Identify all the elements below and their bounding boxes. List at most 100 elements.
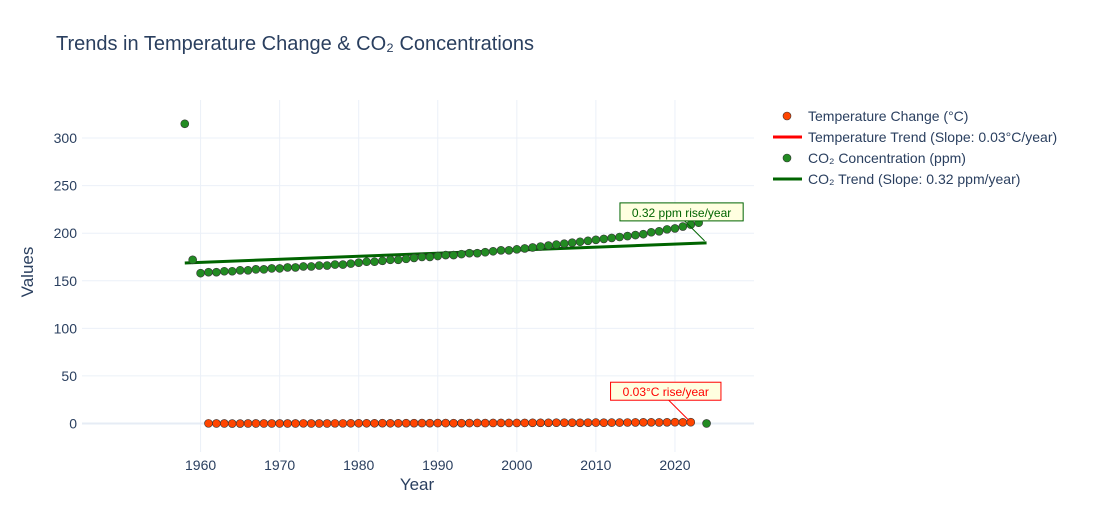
data-point xyxy=(235,265,245,275)
data-point xyxy=(472,248,482,258)
data-points xyxy=(180,119,711,428)
data-point xyxy=(449,250,458,260)
data-point xyxy=(591,418,601,427)
data-point xyxy=(212,419,221,428)
legend-item[interactable]: CO₂ Trend (Slope: 0.32 ppm/year) xyxy=(773,171,1020,187)
legend-item[interactable]: CO₂ Concentration (ppm) xyxy=(782,150,966,166)
data-point xyxy=(488,246,498,256)
annotation-label: 0.03°C rise/year xyxy=(623,385,709,399)
data-point xyxy=(299,262,308,271)
data-point xyxy=(654,418,664,427)
data-point xyxy=(259,419,269,428)
data-point xyxy=(291,419,300,428)
data-point xyxy=(393,418,403,428)
data-point xyxy=(472,418,482,428)
data-point xyxy=(386,418,395,428)
legend-label: CO₂ Concentration (ppm) xyxy=(808,150,966,166)
data-point xyxy=(441,250,450,260)
annotation-box xyxy=(610,381,722,401)
data-point xyxy=(433,251,443,261)
data-point xyxy=(346,259,356,268)
data-point xyxy=(662,225,672,234)
legend-item[interactable]: Temperature Trend (Slope: 0.03°C/year) xyxy=(773,129,1057,145)
data-point xyxy=(552,418,561,427)
data-point xyxy=(623,418,632,427)
x-tick-label: 1960 xyxy=(185,457,216,473)
data-point xyxy=(401,254,411,264)
data-point xyxy=(639,229,648,239)
data-point xyxy=(623,231,632,241)
y-tick-label: 300 xyxy=(54,130,78,146)
data-point xyxy=(575,237,585,247)
data-point xyxy=(386,255,395,265)
data-point xyxy=(702,419,711,428)
y-tick-label: 50 xyxy=(61,368,77,384)
x-tick-label: 2020 xyxy=(659,457,690,473)
data-point xyxy=(536,418,545,428)
data-point xyxy=(654,226,664,236)
data-point xyxy=(306,419,316,428)
data-point xyxy=(322,419,332,428)
x-tick-labels: 1960 1970 1980 1990 2000 2010 2020 xyxy=(185,457,691,473)
data-point xyxy=(607,233,616,243)
annotation-arrow xyxy=(668,399,690,421)
data-point xyxy=(362,418,371,428)
data-point xyxy=(552,240,561,249)
annotation-label: 0.32 ppm rise/year xyxy=(632,206,731,220)
data-point xyxy=(346,418,356,428)
legend-label: Temperature Trend (Slope: 0.03°C/year) xyxy=(808,129,1057,145)
data-point xyxy=(330,260,340,269)
legend[interactable]: Temperature Change (°C) Temperature Trend… xyxy=(773,108,1057,187)
data-point xyxy=(227,266,237,276)
data-point xyxy=(196,268,205,278)
annotations: 0.03°C rise/year 0.32 ppm rise/year xyxy=(610,202,744,421)
data-point xyxy=(615,232,624,242)
data-point xyxy=(378,256,387,266)
data-point xyxy=(338,419,348,428)
data-point xyxy=(291,263,300,272)
data-point xyxy=(639,418,648,427)
data-point xyxy=(567,238,577,248)
data-point xyxy=(220,419,229,428)
data-point xyxy=(220,266,229,276)
x-tick-label: 1990 xyxy=(422,457,453,473)
data-point xyxy=(559,418,569,427)
annotation-arrow xyxy=(684,220,705,242)
data-point xyxy=(188,255,197,265)
data-point xyxy=(536,242,545,251)
data-point xyxy=(283,263,292,272)
data-point xyxy=(583,418,593,427)
data-point xyxy=(465,248,474,258)
data-point xyxy=(409,253,419,263)
x-tick-label: 2000 xyxy=(501,457,532,473)
data-point xyxy=(212,267,221,277)
data-point xyxy=(480,247,490,257)
data-point xyxy=(314,261,324,270)
data-point xyxy=(204,419,213,428)
data-point xyxy=(401,418,411,428)
grid-lines xyxy=(82,100,754,452)
x-tick-label: 1970 xyxy=(264,457,295,473)
data-point xyxy=(267,264,277,273)
data-point xyxy=(370,257,379,267)
data-point xyxy=(520,418,530,428)
data-point xyxy=(678,418,688,427)
x-tick-label: 1980 xyxy=(343,457,374,473)
data-point xyxy=(504,418,514,428)
data-point xyxy=(520,244,530,253)
legend-item[interactable]: Temperature Change (°C) xyxy=(782,108,968,124)
data-point xyxy=(607,418,616,427)
data-point xyxy=(330,419,340,428)
x-tick-label: 2010 xyxy=(580,457,611,473)
data-point xyxy=(631,230,640,240)
data-point xyxy=(275,264,284,273)
data-point xyxy=(528,418,537,428)
data-point xyxy=(275,419,284,428)
data-point xyxy=(354,258,364,267)
data-point xyxy=(251,419,261,428)
data-point xyxy=(243,419,253,428)
data-point xyxy=(306,262,316,271)
data-point xyxy=(662,418,672,427)
data-point xyxy=(528,243,537,252)
